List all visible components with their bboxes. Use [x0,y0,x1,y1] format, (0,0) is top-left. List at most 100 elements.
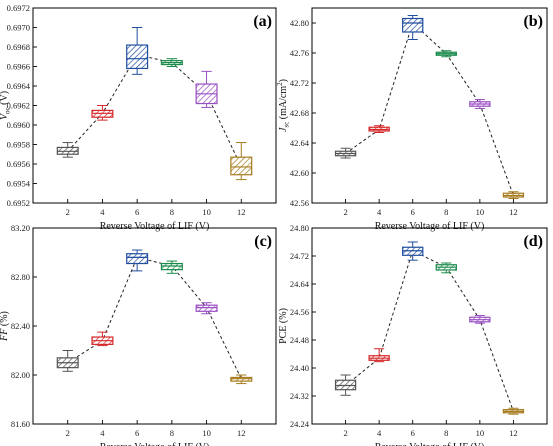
x-tick-label: 2 [343,428,347,438]
trend-line [345,22,514,196]
y-tick-label: 83.20 [11,223,30,233]
box-body [195,304,218,312]
y-tick-label: 24.40 [290,363,309,373]
box-8 [435,262,457,274]
y-tick-label: 0.6972 [7,3,30,13]
box-8 [160,58,183,67]
y-tick-label: 24.80 [290,223,309,233]
box-4 [368,348,390,363]
x-tick-label: 12 [237,428,246,438]
x-tick-label: 6 [135,428,139,438]
y-tick-label: 0.6952 [7,198,30,208]
x-tick-label: 6 [411,428,415,438]
y-axis-label: PCE (%) [278,308,289,344]
y-tick-label: 42.60 [290,168,309,178]
x-axis-label: Reverse Voltage of LIF (V) [375,221,485,232]
box-4 [368,125,390,133]
x-tick-label: 12 [237,207,246,217]
y-tick-label: 0.6960 [7,120,30,130]
y-tick-label: 0.6958 [7,140,30,150]
box-12 [230,374,253,385]
x-tick-label: 12 [509,207,518,217]
box-10 [195,70,218,108]
y-axis-label: Jsc (mA/cm2) [276,79,291,132]
box-2 [56,350,79,372]
box-2 [334,374,357,396]
y-tick-label: 24.24 [290,419,310,429]
box-6 [402,241,424,261]
x-axis-label: Reverse Voltage of LIF (V) [100,221,210,232]
box-body [230,376,253,382]
panel-c: 81.60 82.00 82.40 82.80 83.20 2 4 6 8 10 12 Reverse… [0,223,277,446]
box-body [402,17,424,33]
plot-frame [32,227,277,425]
x-tick-label: 8 [170,207,174,217]
box-2 [56,142,79,158]
y-tick-label: 42.68 [290,108,309,118]
x-tick-label: 12 [509,428,518,438]
x-tick-label: 4 [377,207,382,217]
x-tick-label: 6 [411,207,415,217]
box-8 [435,50,457,58]
box-4 [91,331,114,347]
x-tick-label: 10 [202,207,211,217]
box-6 [402,15,424,40]
box-body [230,156,253,176]
y-tick-label: 42.76 [290,48,309,58]
box-body [160,262,183,271]
x-tick-label: 2 [66,207,70,217]
y-tick-label: 0.6954 [7,179,31,189]
x-tick-label: 10 [476,207,485,217]
y-tick-label: 42.64 [290,138,310,148]
y-tick-label: 82.40 [11,321,30,331]
box-6 [126,27,149,75]
panel-label: (a) [253,13,272,30]
y-axis-label: FF (%) [0,311,10,342]
trend-line [67,54,242,168]
x-tick-label: 2 [343,207,347,217]
trend-line [67,256,242,379]
box-2 [334,147,357,159]
x-axis-label: Reverse Voltage of LIF (V) [375,442,485,446]
y-tick-label: 0.6962 [7,101,30,111]
x-tick-label: 6 [135,207,139,217]
y-tick-label: 82.80 [11,272,30,282]
box-4 [91,105,114,121]
y-tick-label: 24.48 [290,335,309,345]
x-tick-label: 10 [476,428,485,438]
x-tick-label: 8 [444,207,448,217]
y-tick-label: 0.6968 [7,42,30,52]
y-tick-label: 42.56 [290,198,309,208]
box-12 [502,407,525,415]
panel-a: 0.6952 0.6954 0.6956 0.6958 0.6960 0.6962 0.69… [0,3,277,232]
y-tick-label: 42.72 [290,78,309,88]
box-10 [195,302,218,315]
box-body [126,44,149,70]
y-tick-label: 0.6970 [7,23,30,33]
plot-frame [311,7,548,204]
x-tick-label: 4 [100,428,105,438]
y-tick-label: 81.60 [11,419,30,429]
panel-label: (b) [523,13,543,30]
x-tick-label: 4 [377,428,382,438]
box-12 [230,142,253,181]
y-tick-label: 24.56 [290,307,309,317]
trend-line [345,250,514,412]
x-tick-label: 8 [444,428,448,438]
y-tick-label: 42.80 [290,18,309,28]
box-body [126,253,149,265]
panel-b: 42.56 42.60 42.64 42.68 42.72 42.76 42.80 2 4 6 8 1… [276,7,548,232]
y-tick-label: 0.6964 [7,81,31,91]
box-10 [469,315,491,324]
box-12 [502,191,525,199]
x-tick-label: 4 [100,207,105,217]
y-axis-label: Voc (V) [0,91,12,120]
y-tick-label: 0.6956 [7,159,30,169]
plot-frame [311,227,548,425]
panel-label: (d) [523,233,543,250]
y-tick-label: 24.72 [290,251,309,261]
x-tick-label: 10 [202,428,211,438]
box-8 [160,260,183,274]
y-tick-label: 24.32 [290,391,309,401]
